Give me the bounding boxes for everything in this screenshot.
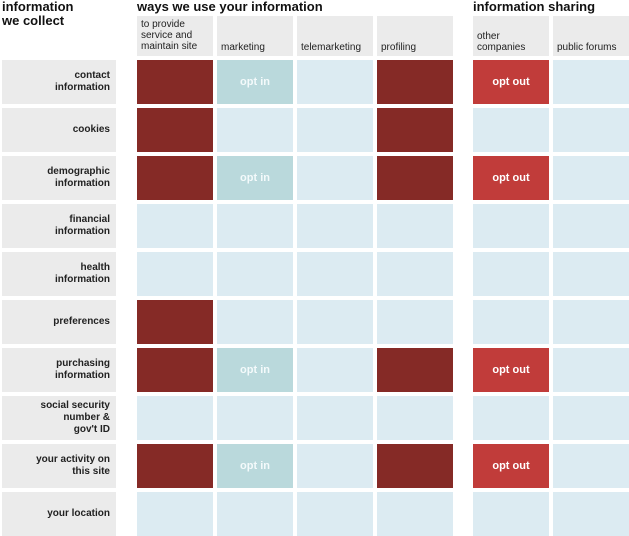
grid-cell-empty <box>297 300 373 344</box>
row-label: financial information <box>2 204 116 248</box>
grid-cell-empty <box>217 204 293 248</box>
grid-cell-opt-in: opt in <box>217 444 293 488</box>
grid-cell-empty <box>473 108 549 152</box>
grid-cell-empty <box>473 492 549 536</box>
grid-cell-collected <box>377 444 453 488</box>
row-label: social security number & gov't ID <box>2 396 116 440</box>
grid-cell-empty <box>553 204 629 248</box>
grid-cell-empty <box>553 348 629 392</box>
grid-cell-empty <box>297 156 373 200</box>
grid-cell-collected <box>377 156 453 200</box>
column-header-1: to provide service and maintain site <box>137 16 213 56</box>
grid-cell-empty <box>137 492 213 536</box>
row-label: contact information <box>2 60 116 104</box>
grid-cell-collected <box>377 60 453 104</box>
grid-cell-empty <box>377 252 453 296</box>
row-label: preferences <box>2 300 116 344</box>
column-header-2: marketing <box>217 16 293 56</box>
grid-cell-empty <box>297 396 373 440</box>
grid-cell-empty <box>217 300 293 344</box>
grid-cell-empty <box>297 252 373 296</box>
grid-cell-empty <box>297 492 373 536</box>
grid-cell-empty <box>377 204 453 248</box>
grid-cell-empty <box>377 300 453 344</box>
grid-cell-empty <box>297 444 373 488</box>
grid-cell-empty <box>553 396 629 440</box>
grid-cell-empty <box>297 348 373 392</box>
column-header-3: telemarketing <box>297 16 373 56</box>
row-label: your activity on this site <box>2 444 116 488</box>
grid-cell-opt-out: opt out <box>473 156 549 200</box>
grid-cell-empty <box>137 204 213 248</box>
grid-cell-empty <box>553 156 629 200</box>
grid-cell-empty <box>297 108 373 152</box>
row-label: health information <box>2 252 116 296</box>
header-information-we-collect: information we collect <box>2 0 74 28</box>
column-header-4: profiling <box>377 16 453 56</box>
row-label: purchasing information <box>2 348 116 392</box>
grid-cell-empty <box>217 396 293 440</box>
grid-cell-opt-in: opt in <box>217 60 293 104</box>
grid-cell-opt-out: opt out <box>473 60 549 104</box>
grid-cell-empty <box>553 108 629 152</box>
grid-cell-empty <box>473 396 549 440</box>
row-label: cookies <box>2 108 116 152</box>
grid-cell-collected <box>137 108 213 152</box>
grid-cell-empty <box>473 204 549 248</box>
grid-cell-empty <box>217 108 293 152</box>
grid-cell-collected <box>137 444 213 488</box>
grid-cell-opt-in: opt in <box>217 348 293 392</box>
grid-cell-collected <box>137 348 213 392</box>
row-label: demographic information <box>2 156 116 200</box>
grid-cell-collected <box>377 348 453 392</box>
grid-cell-empty <box>553 492 629 536</box>
grid-cell-opt-out: opt out <box>473 348 549 392</box>
grid-cell-empty <box>553 444 629 488</box>
grid-cell-opt-out: opt out <box>473 444 549 488</box>
grid-cell-empty <box>377 396 453 440</box>
grid-cell-empty <box>297 60 373 104</box>
grid-cell-empty <box>553 252 629 296</box>
header-information-sharing: information sharing <box>473 0 596 14</box>
grid-cell-collected <box>377 108 453 152</box>
grid-cell-empty <box>377 492 453 536</box>
grid-cell-collected <box>137 60 213 104</box>
grid-cell-empty <box>473 300 549 344</box>
grid-cell-empty <box>553 300 629 344</box>
grid-cell-collected <box>137 156 213 200</box>
grid-cell-opt-in: opt in <box>217 156 293 200</box>
column-header-5: other companies <box>473 16 549 56</box>
row-label: your location <box>2 492 116 536</box>
grid-cell-empty <box>297 204 373 248</box>
grid-cell-empty <box>217 252 293 296</box>
grid-cell-empty <box>137 396 213 440</box>
column-header-6: public forums <box>553 16 629 56</box>
grid-cell-empty <box>217 492 293 536</box>
grid-cell-collected <box>137 300 213 344</box>
grid-cell-empty <box>137 252 213 296</box>
grid-cell-empty <box>553 60 629 104</box>
header-ways-we-use: ways we use your information <box>137 0 323 14</box>
grid-cell-empty <box>473 252 549 296</box>
